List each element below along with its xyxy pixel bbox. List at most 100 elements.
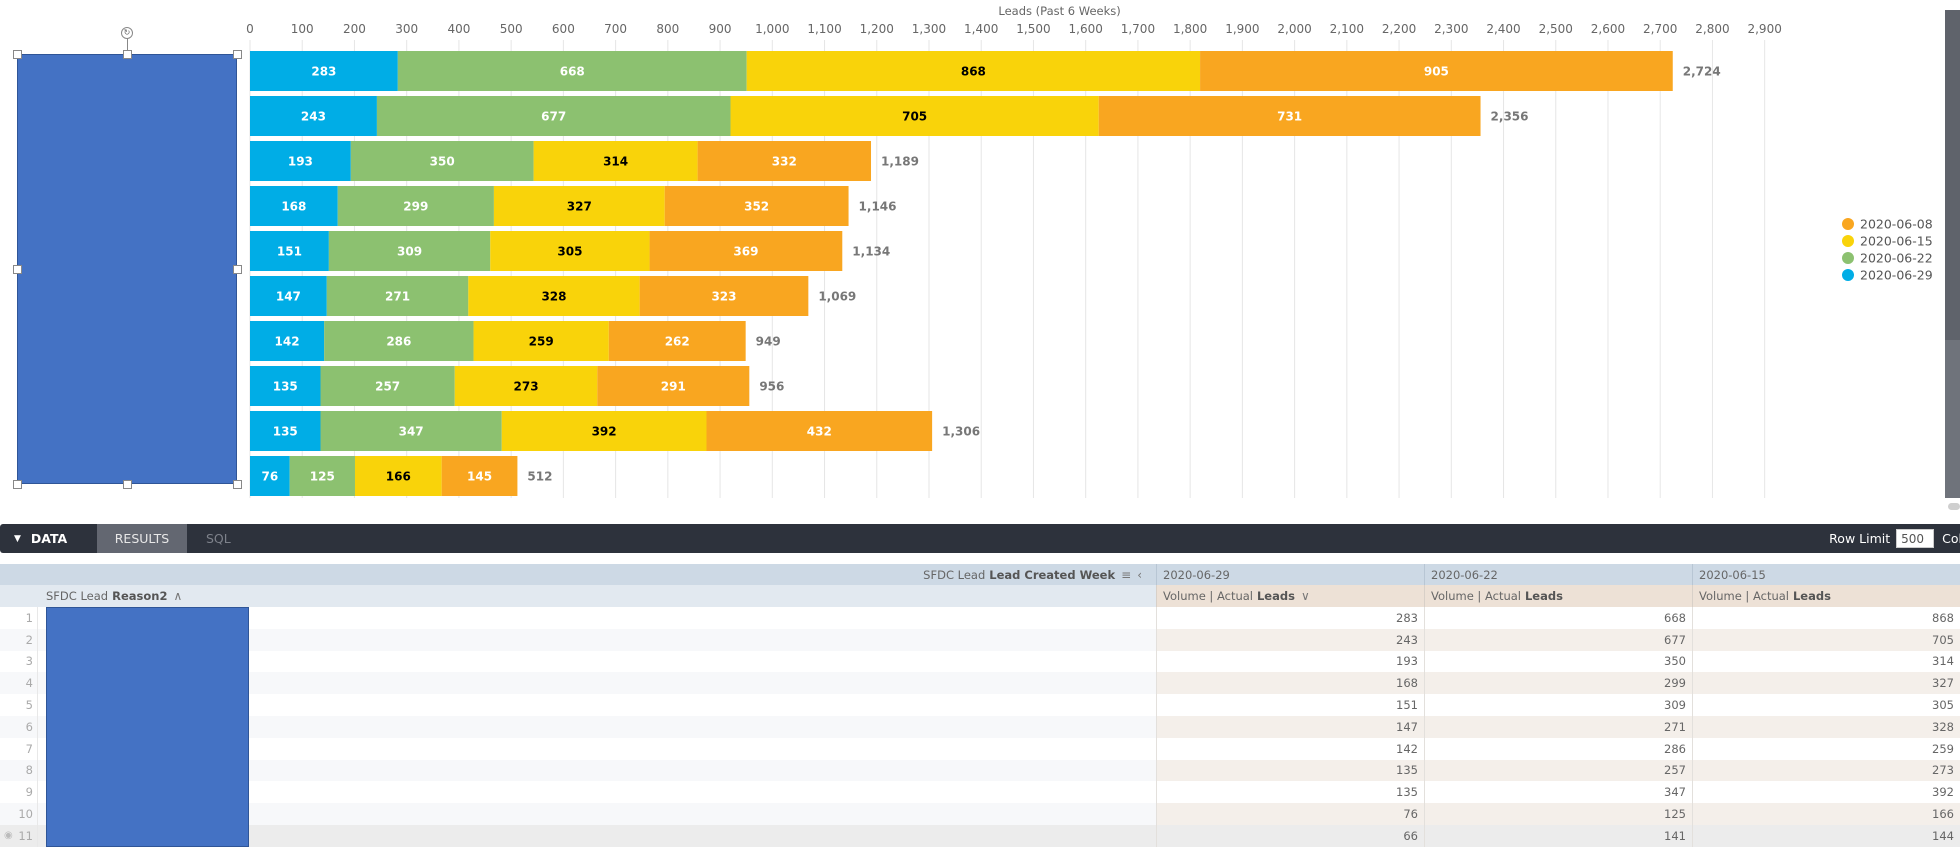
bar-segment[interactable] (664, 186, 849, 226)
table-cell[interactable]: 286 (1424, 737, 1692, 760)
table-cell[interactable]: 273 (1692, 759, 1960, 782)
table-cell[interactable]: 259 (1692, 737, 1960, 760)
tab-results[interactable]: RESULTS (97, 524, 187, 553)
resize-handle-s[interactable] (123, 480, 132, 489)
table-cell[interactable]: 66 (1156, 825, 1424, 847)
bar-segment[interactable] (250, 96, 377, 136)
table-cell[interactable]: 299 (1424, 672, 1692, 695)
bar-segment[interactable] (639, 276, 809, 316)
table-cell[interactable]: 151 (1156, 694, 1424, 716)
bar-segment[interactable] (326, 276, 469, 316)
bar-segment[interactable] (533, 141, 698, 181)
bar-segment[interactable] (354, 456, 442, 496)
resize-handle-e[interactable] (233, 265, 242, 274)
table-cell[interactable]: 166 (1692, 803, 1960, 825)
bar-segment[interactable] (501, 411, 707, 451)
horizontal-scrollbar-thumb[interactable] (1948, 503, 1960, 510)
bar-segment[interactable] (649, 231, 843, 271)
table-cell[interactable]: 147 (1156, 716, 1424, 738)
table-cell[interactable]: 193 (1156, 650, 1424, 673)
table-cell[interactable]: 677 (1424, 628, 1692, 651)
table-cell[interactable]: 392 (1692, 781, 1960, 804)
bar-segment[interactable] (473, 321, 609, 361)
bar-segment[interactable] (697, 141, 872, 181)
bar-segment[interactable] (1200, 51, 1673, 91)
resize-handle-ne[interactable] (233, 50, 242, 59)
rotate-handle-icon[interactable]: ↻ (121, 27, 133, 39)
table-cell[interactable]: 271 (1424, 716, 1692, 738)
bar-segment[interactable] (250, 186, 338, 226)
tab-sql[interactable]: SQL (206, 531, 231, 546)
resize-handle-sw[interactable] (13, 480, 22, 489)
bar-segment[interactable] (250, 276, 327, 316)
sort-ascending-icon[interactable]: ∧ (173, 589, 183, 603)
bar-segment[interactable] (250, 141, 351, 181)
bar-segment[interactable] (1098, 96, 1481, 136)
legend-item-label[interactable]: 2020-06-22 (1860, 251, 1933, 266)
dimension-header[interactable]: SFDC Lead Reason2 ∧ (40, 585, 1156, 607)
table-cell[interactable]: 314 (1692, 650, 1960, 673)
bar-segment[interactable] (397, 51, 747, 91)
legend-item-label[interactable]: 2020-06-08 (1860, 217, 1933, 232)
bar-segment[interactable] (337, 186, 494, 226)
measure-header[interactable]: Volume | Actual Leads ∨ (1156, 585, 1424, 607)
pivot-header[interactable]: SFDC Lead Lead Created Week ≡ ‹ (0, 564, 1156, 585)
table-cell[interactable]: 243 (1156, 628, 1424, 651)
bar-segment[interactable] (350, 141, 534, 181)
table-cell[interactable]: 305 (1692, 694, 1960, 716)
bar-segment[interactable] (250, 411, 321, 451)
bar-segment[interactable] (250, 456, 290, 496)
bar-segment[interactable] (468, 276, 640, 316)
table-cell[interactable]: 135 (1156, 781, 1424, 804)
resize-handle-nw[interactable] (13, 50, 22, 59)
bar-segment[interactable] (597, 366, 750, 406)
table-cell[interactable]: 309 (1424, 694, 1692, 716)
legend-item-label[interactable]: 2020-06-15 (1860, 234, 1933, 249)
bar-segment[interactable] (730, 96, 1099, 136)
table-cell[interactable]: 328 (1692, 716, 1960, 738)
sort-descending-icon[interactable]: ∨ (1300, 589, 1310, 603)
pivot-options-icon[interactable]: ≡ (1121, 567, 1132, 582)
bar-segment[interactable] (250, 231, 329, 271)
table-cell[interactable]: 144 (1692, 825, 1960, 847)
bar-segment[interactable] (608, 321, 746, 361)
bar-segment[interactable] (746, 51, 1201, 91)
row-limit-input[interactable] (1896, 529, 1935, 548)
bar-segment[interactable] (441, 456, 518, 496)
bar-segment[interactable] (490, 231, 650, 271)
table-cell[interactable]: 705 (1692, 628, 1960, 651)
hidden-row-eye-icon[interactable]: ◉ (4, 830, 13, 842)
table-cell[interactable]: 125 (1424, 803, 1692, 825)
bar-segment[interactable] (289, 456, 355, 496)
measure-header[interactable]: Volume | Actual Leads (1692, 585, 1960, 607)
table-cell[interactable]: 283 (1156, 607, 1424, 629)
data-toggle[interactable]: ▼ DATA (0, 524, 97, 553)
bar-segment[interactable] (493, 186, 665, 226)
bar-segment[interactable] (454, 366, 598, 406)
resize-handle-se[interactable] (233, 480, 242, 489)
vertical-scrollbar[interactable] (1945, 10, 1960, 498)
table-cell[interactable]: 135 (1156, 759, 1424, 782)
resize-handle-w[interactable] (13, 265, 22, 274)
bar-segment[interactable] (328, 231, 491, 271)
bar-segment[interactable] (324, 321, 474, 361)
bar-segment[interactable] (376, 96, 731, 136)
redacted-category-labels[interactable] (17, 54, 237, 484)
table-cell[interactable]: 257 (1424, 759, 1692, 782)
collapse-chevron-icon[interactable]: ‹ (1137, 567, 1142, 582)
measure-header[interactable]: Volume | Actual Leads (1424, 585, 1692, 607)
bar-segment[interactable] (250, 366, 321, 406)
table-cell[interactable]: 142 (1156, 737, 1424, 760)
bar-segment[interactable] (250, 321, 325, 361)
legend-item-label[interactable]: 2020-06-29 (1860, 268, 1933, 283)
table-cell[interactable]: 168 (1156, 672, 1424, 695)
table-cell[interactable]: 141 (1424, 825, 1692, 847)
bar-segment[interactable] (706, 411, 933, 451)
resize-handle-n[interactable] (123, 50, 132, 59)
table-cell[interactable]: 668 (1424, 607, 1692, 629)
table-cell[interactable]: 350 (1424, 650, 1692, 673)
table-cell[interactable]: 327 (1692, 672, 1960, 695)
bar-segment[interactable] (320, 366, 455, 406)
bar-segment[interactable] (250, 51, 398, 91)
table-cell[interactable]: 868 (1692, 607, 1960, 629)
